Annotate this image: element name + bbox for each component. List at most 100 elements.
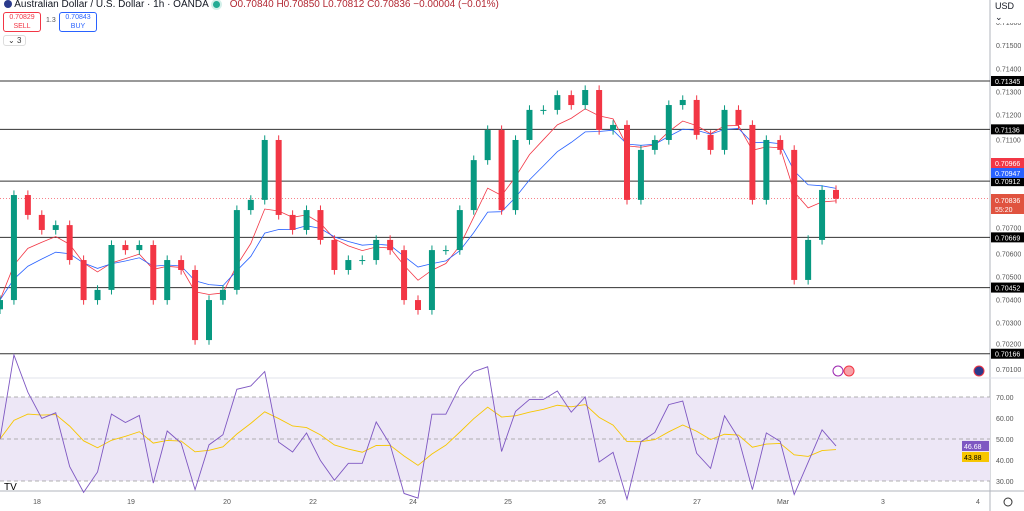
rsi-tick-label: 70.00 — [996, 395, 1014, 402]
currency-select[interactable]: USD ⌄ — [993, 1, 1024, 23]
candle-body — [275, 139, 282, 215]
level-price-label: 0.70166 — [995, 352, 1020, 359]
level-price-label: 0.70452 — [995, 286, 1020, 293]
candle-body — [303, 210, 310, 230]
candle-body — [512, 139, 519, 211]
candle-body — [289, 214, 296, 230]
price-tick-label: 0.70700 — [996, 225, 1021, 232]
level-price-tag — [991, 232, 1024, 243]
price-tick-label: 0.70400 — [996, 298, 1021, 305]
ma-price-tag — [991, 158, 1024, 168]
event-icon — [832, 365, 844, 377]
candle-body — [428, 250, 435, 311]
price-tick-label: 0.70300 — [996, 321, 1021, 328]
candle-body — [192, 269, 199, 341]
candle-body — [387, 239, 394, 251]
price-tick-label: 0.71400 — [996, 66, 1021, 73]
buy-label: BUY — [70, 23, 86, 30]
candle-body — [206, 300, 212, 341]
time-tick-label: 19 — [127, 499, 135, 506]
candle-body — [401, 250, 408, 301]
time-tick-label: 25 — [504, 499, 512, 506]
candle-body — [777, 139, 784, 150]
candle-body — [373, 239, 380, 261]
ohlc-values: O0.70840 H0.70850 L0.70812 C0.70836 −0.0… — [229, 0, 499, 10]
candle-body — [624, 124, 630, 200]
rsi-tick-label: 30.00 — [996, 479, 1014, 486]
symbol-header: Australian Dollar / U.S. Dollar · 1h · O… — [4, 0, 499, 10]
candle-body — [442, 250, 449, 252]
ma-price-label: 0.70947 — [995, 171, 1020, 178]
aud-flag-icon — [973, 365, 985, 377]
time-tick-label: 20 — [223, 499, 231, 506]
candle-body — [707, 134, 714, 150]
price-tick-label: 0.70600 — [996, 251, 1021, 258]
last-price-tag — [991, 194, 1024, 214]
price-tick-label: 0.71600 — [996, 20, 1021, 27]
candle-body — [331, 239, 338, 270]
candle-body — [178, 260, 185, 270]
rsi-value-tag — [962, 440, 989, 451]
price-tick-label: 0.71300 — [996, 89, 1021, 96]
candle-body — [24, 195, 31, 215]
candle-body — [38, 214, 45, 230]
candle-body — [819, 189, 826, 240]
candle-body — [52, 225, 59, 230]
level-price-tag — [991, 176, 1024, 187]
candle-body — [164, 260, 171, 301]
level-price-label: 0.70669 — [995, 235, 1020, 242]
candle-body — [470, 160, 477, 211]
candle-body — [247, 199, 254, 211]
candle-body — [721, 109, 728, 150]
market-open-icon — [212, 0, 220, 8]
rsi-ma-value-tag — [962, 451, 989, 462]
ma-price-label: 0.70966 — [995, 161, 1020, 168]
last-price-label: 0.70836 — [995, 198, 1020, 205]
time-tick-label: 3 — [881, 499, 885, 506]
sell-button[interactable]: 0.70829 SELL — [3, 12, 41, 32]
time-tick-label: 27 — [693, 499, 701, 506]
candle-body — [791, 149, 798, 280]
candle-body — [345, 260, 352, 270]
candle-body — [484, 130, 491, 161]
candle-body — [554, 95, 561, 110]
level-price-label: 0.71345 — [995, 79, 1020, 86]
rsi-ma-value-label: 43.88 — [964, 455, 982, 462]
time-tick-label: Mar — [777, 499, 790, 506]
settings-gear-icon[interactable] — [1003, 497, 1013, 507]
candle-body — [233, 210, 240, 290]
candle-body — [150, 245, 157, 301]
sell-label: SELL — [13, 23, 31, 30]
candle-body — [582, 90, 589, 106]
candle-body — [568, 95, 575, 106]
candle-body — [456, 210, 463, 251]
candle-body — [108, 245, 115, 290]
candle-body — [415, 300, 421, 311]
candle-body — [317, 210, 324, 240]
buy-price: 0.70843 — [65, 14, 91, 21]
buy-button[interactable]: 0.70843 BUY — [59, 12, 97, 32]
price-tick-label: 0.70100 — [996, 367, 1021, 374]
rsi-ma-line — [0, 404, 837, 466]
tradingview-logo: TV — [4, 482, 17, 493]
price-tick-label: 0.71200 — [996, 113, 1021, 120]
time-tick-label: 18 — [33, 499, 41, 506]
candle-body — [122, 245, 129, 251]
candle-body — [136, 245, 143, 251]
bar-countdown-label: 55:20 — [995, 207, 1013, 214]
symbol-title[interactable]: Australian Dollar / U.S. Dollar · 1h · O… — [14, 0, 209, 10]
candle-body — [219, 289, 226, 301]
time-tick-label: 22 — [309, 499, 317, 506]
price-tick-label: 0.70200 — [996, 342, 1021, 349]
candle-body — [833, 189, 839, 199]
collapse-indicators-button[interactable]: ⌄ 3 — [3, 35, 27, 46]
aud-usd-flag-icon — [4, 0, 12, 9]
rsi-tick-label: 50.00 — [996, 437, 1014, 444]
price-tick-label: 0.71500 — [996, 43, 1021, 50]
time-tick-label: 4 — [976, 499, 980, 506]
candle-body — [80, 260, 87, 301]
rsi-tick-label: 60.00 — [996, 416, 1014, 423]
candle-body — [359, 260, 366, 262]
sell-price: 0.70829 — [9, 14, 35, 21]
